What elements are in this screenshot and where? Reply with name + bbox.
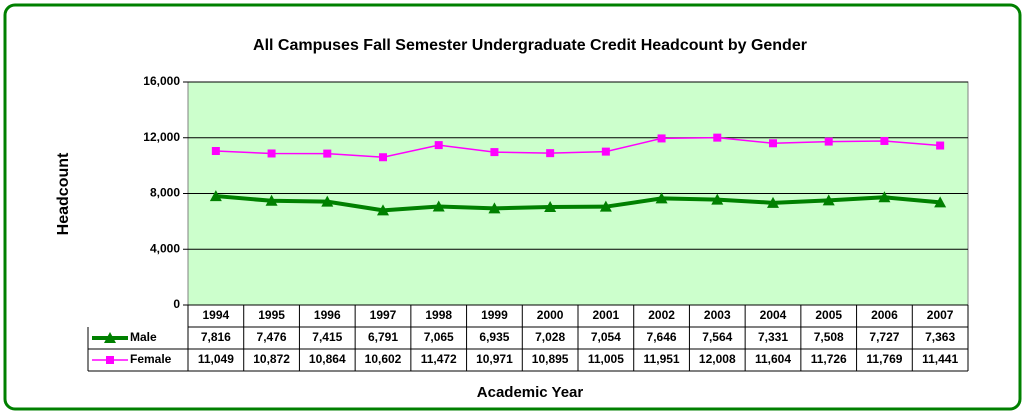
marker (657, 134, 666, 143)
marker (934, 196, 947, 208)
table-value: 7,727 (869, 330, 899, 344)
x-tick-label: 1998 (425, 308, 452, 322)
table-value: 11,005 (588, 352, 624, 366)
table-value: 11,769 (866, 352, 902, 366)
table-value: 6,935 (479, 330, 509, 344)
x-tick-label: 1996 (314, 308, 341, 322)
legend-label: Female (130, 352, 172, 366)
marker (824, 137, 833, 146)
marker (321, 195, 334, 207)
marker (209, 190, 222, 202)
marker (601, 147, 610, 156)
x-tick-label: 2002 (648, 308, 675, 322)
marker (769, 139, 777, 148)
table-value: 7,816 (201, 330, 231, 344)
table-value: 11,472 (421, 352, 457, 366)
x-tick-label: 2004 (760, 308, 787, 322)
marker (544, 201, 557, 213)
x-tick-label: 1997 (370, 308, 397, 322)
table-value: 10,602 (365, 352, 402, 366)
x-tick-label: 2001 (593, 308, 620, 322)
table-value: 7,415 (312, 330, 342, 344)
series-line (215, 136, 941, 158)
y-tick-label: 12,000 (143, 130, 180, 144)
y-tick-label: 16,000 (143, 74, 180, 88)
y-axis-label: Headcount (55, 152, 72, 235)
x-tick-label: 2007 (927, 308, 954, 322)
legend-label: Male (130, 330, 157, 344)
y-tick-label: 4,000 (150, 241, 180, 255)
table-value: 10,895 (532, 352, 569, 366)
marker (546, 149, 555, 158)
chart-title: All Campuses Fall Semester Undergraduate… (253, 37, 807, 54)
table-value: 11,049 (198, 352, 234, 366)
marker (434, 141, 443, 150)
table-value: 6,791 (368, 330, 398, 344)
table-value: 7,508 (814, 330, 844, 344)
table-value: 7,028 (535, 330, 565, 344)
marker (878, 191, 891, 203)
x-tick-label: 1995 (258, 308, 285, 322)
y-tick-label: 0 (173, 297, 180, 311)
marker (267, 149, 276, 158)
table-value: 7,476 (257, 330, 287, 344)
marker (599, 200, 612, 212)
table-value: 7,331 (758, 330, 788, 344)
y-tick-label: 8,000 (150, 186, 180, 200)
marker (767, 196, 779, 208)
table-value: 7,065 (424, 330, 454, 344)
table-value: 7,054 (591, 330, 621, 344)
marker (377, 204, 389, 216)
marker (323, 149, 332, 158)
series-line (215, 194, 941, 213)
table-value: 10,971 (476, 352, 513, 366)
marker (265, 194, 278, 206)
marker (936, 141, 945, 150)
table-value: 11,951 (644, 352, 680, 366)
marker (713, 133, 722, 142)
x-tick-label: 2003 (704, 308, 731, 322)
x-tick-label: 1994 (203, 308, 230, 322)
table-value: 7,564 (702, 330, 732, 344)
x-tick-label: 1999 (481, 308, 508, 322)
x-tick-label: 2005 (815, 308, 842, 322)
table-value: 11,604 (755, 352, 791, 366)
x-axis-label: Academic Year (477, 384, 584, 401)
marker (711, 193, 724, 205)
marker (655, 192, 668, 204)
table-value: 7,646 (647, 330, 677, 344)
marker (880, 136, 889, 145)
x-tick-label: 2000 (537, 308, 564, 322)
table-value: 11,441 (922, 352, 958, 366)
table-value: 10,864 (309, 352, 346, 366)
table-value: 11,726 (811, 352, 847, 366)
marker (211, 147, 220, 156)
table-value: 12,008 (699, 352, 736, 366)
x-tick-label: 2006 (871, 308, 898, 322)
marker (432, 200, 445, 212)
table-value: 7,363 (925, 330, 955, 344)
marker (490, 148, 499, 157)
marker (822, 194, 835, 206)
marker (106, 356, 114, 364)
marker (379, 153, 387, 162)
table-value: 10,872 (253, 352, 290, 366)
marker (488, 202, 501, 214)
marker (104, 332, 116, 343)
